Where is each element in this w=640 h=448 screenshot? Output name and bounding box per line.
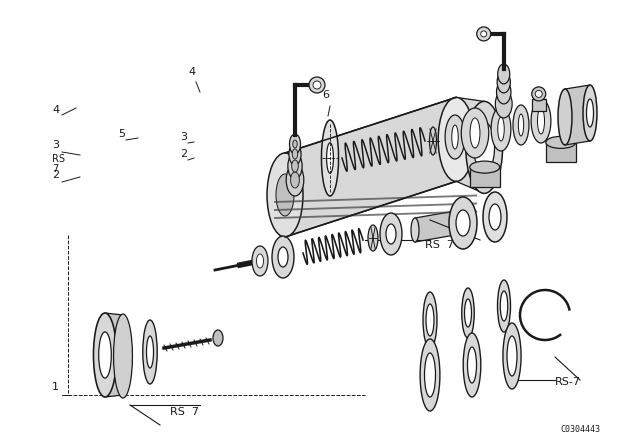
Text: 3: 3	[52, 140, 59, 150]
Ellipse shape	[423, 292, 437, 348]
Ellipse shape	[497, 80, 511, 104]
Ellipse shape	[286, 164, 304, 196]
Text: 1: 1	[52, 382, 59, 392]
Text: C0304443: C0304443	[560, 425, 600, 434]
Ellipse shape	[513, 105, 529, 145]
Ellipse shape	[143, 320, 157, 384]
Polygon shape	[565, 85, 590, 145]
Ellipse shape	[278, 247, 288, 267]
Ellipse shape	[466, 101, 502, 194]
Ellipse shape	[438, 97, 474, 181]
Ellipse shape	[461, 288, 474, 338]
Ellipse shape	[449, 197, 477, 249]
Ellipse shape	[463, 333, 481, 397]
Text: 3: 3	[180, 132, 187, 142]
Ellipse shape	[558, 89, 572, 145]
Ellipse shape	[289, 134, 301, 154]
Ellipse shape	[252, 246, 268, 276]
Ellipse shape	[474, 122, 495, 172]
Ellipse shape	[489, 204, 501, 230]
Ellipse shape	[99, 332, 111, 378]
Ellipse shape	[411, 218, 419, 242]
Ellipse shape	[465, 299, 472, 327]
Ellipse shape	[267, 153, 303, 237]
Ellipse shape	[498, 64, 509, 84]
Ellipse shape	[498, 117, 504, 141]
Ellipse shape	[497, 280, 511, 332]
Ellipse shape	[293, 140, 297, 148]
Ellipse shape	[535, 90, 542, 97]
Circle shape	[313, 81, 321, 89]
Ellipse shape	[495, 90, 512, 118]
Ellipse shape	[213, 330, 223, 346]
Text: 7: 7	[52, 164, 58, 174]
Ellipse shape	[503, 323, 521, 389]
Circle shape	[477, 27, 491, 41]
Ellipse shape	[289, 143, 301, 165]
Ellipse shape	[113, 314, 132, 398]
Ellipse shape	[532, 87, 546, 101]
Ellipse shape	[518, 114, 524, 136]
Ellipse shape	[531, 99, 551, 143]
Ellipse shape	[420, 339, 440, 411]
Ellipse shape	[470, 161, 500, 173]
Ellipse shape	[380, 213, 402, 255]
Ellipse shape	[456, 210, 470, 236]
Ellipse shape	[467, 347, 477, 383]
Ellipse shape	[288, 153, 302, 179]
Ellipse shape	[292, 149, 298, 159]
Text: 2: 2	[52, 170, 59, 180]
Ellipse shape	[470, 118, 480, 148]
Polygon shape	[105, 313, 123, 397]
Ellipse shape	[368, 225, 378, 251]
Ellipse shape	[500, 291, 508, 321]
Circle shape	[481, 31, 487, 37]
Ellipse shape	[147, 336, 154, 368]
Text: RS-7: RS-7	[555, 377, 581, 387]
Ellipse shape	[546, 136, 576, 148]
Bar	[532, 99, 546, 111]
Ellipse shape	[497, 71, 510, 93]
Text: RS  7: RS 7	[425, 240, 454, 250]
Ellipse shape	[321, 120, 339, 196]
Ellipse shape	[326, 143, 333, 173]
Text: 6: 6	[322, 90, 329, 100]
Ellipse shape	[292, 160, 298, 172]
Ellipse shape	[429, 127, 436, 155]
Text: 4: 4	[52, 105, 59, 115]
Ellipse shape	[426, 304, 434, 336]
Ellipse shape	[291, 172, 300, 188]
Ellipse shape	[93, 313, 116, 397]
Text: 5: 5	[118, 129, 125, 139]
Polygon shape	[415, 211, 455, 242]
Ellipse shape	[586, 99, 593, 127]
Ellipse shape	[272, 236, 294, 278]
Ellipse shape	[451, 211, 459, 235]
Bar	[470, 167, 500, 187]
Ellipse shape	[445, 115, 465, 159]
Ellipse shape	[424, 353, 435, 397]
Polygon shape	[285, 97, 456, 237]
Ellipse shape	[507, 336, 517, 376]
Ellipse shape	[538, 108, 545, 134]
Ellipse shape	[483, 192, 507, 242]
Ellipse shape	[452, 125, 458, 149]
Text: 2: 2	[180, 149, 187, 159]
Ellipse shape	[276, 174, 294, 216]
Ellipse shape	[491, 107, 511, 151]
Polygon shape	[456, 97, 484, 194]
Text: RS  7: RS 7	[170, 407, 199, 417]
Ellipse shape	[461, 108, 489, 158]
Circle shape	[309, 77, 325, 93]
Ellipse shape	[257, 254, 264, 268]
Ellipse shape	[583, 85, 597, 141]
Ellipse shape	[386, 224, 396, 244]
Bar	[546, 142, 576, 162]
Text: 4: 4	[188, 67, 195, 77]
Text: RS: RS	[52, 154, 65, 164]
